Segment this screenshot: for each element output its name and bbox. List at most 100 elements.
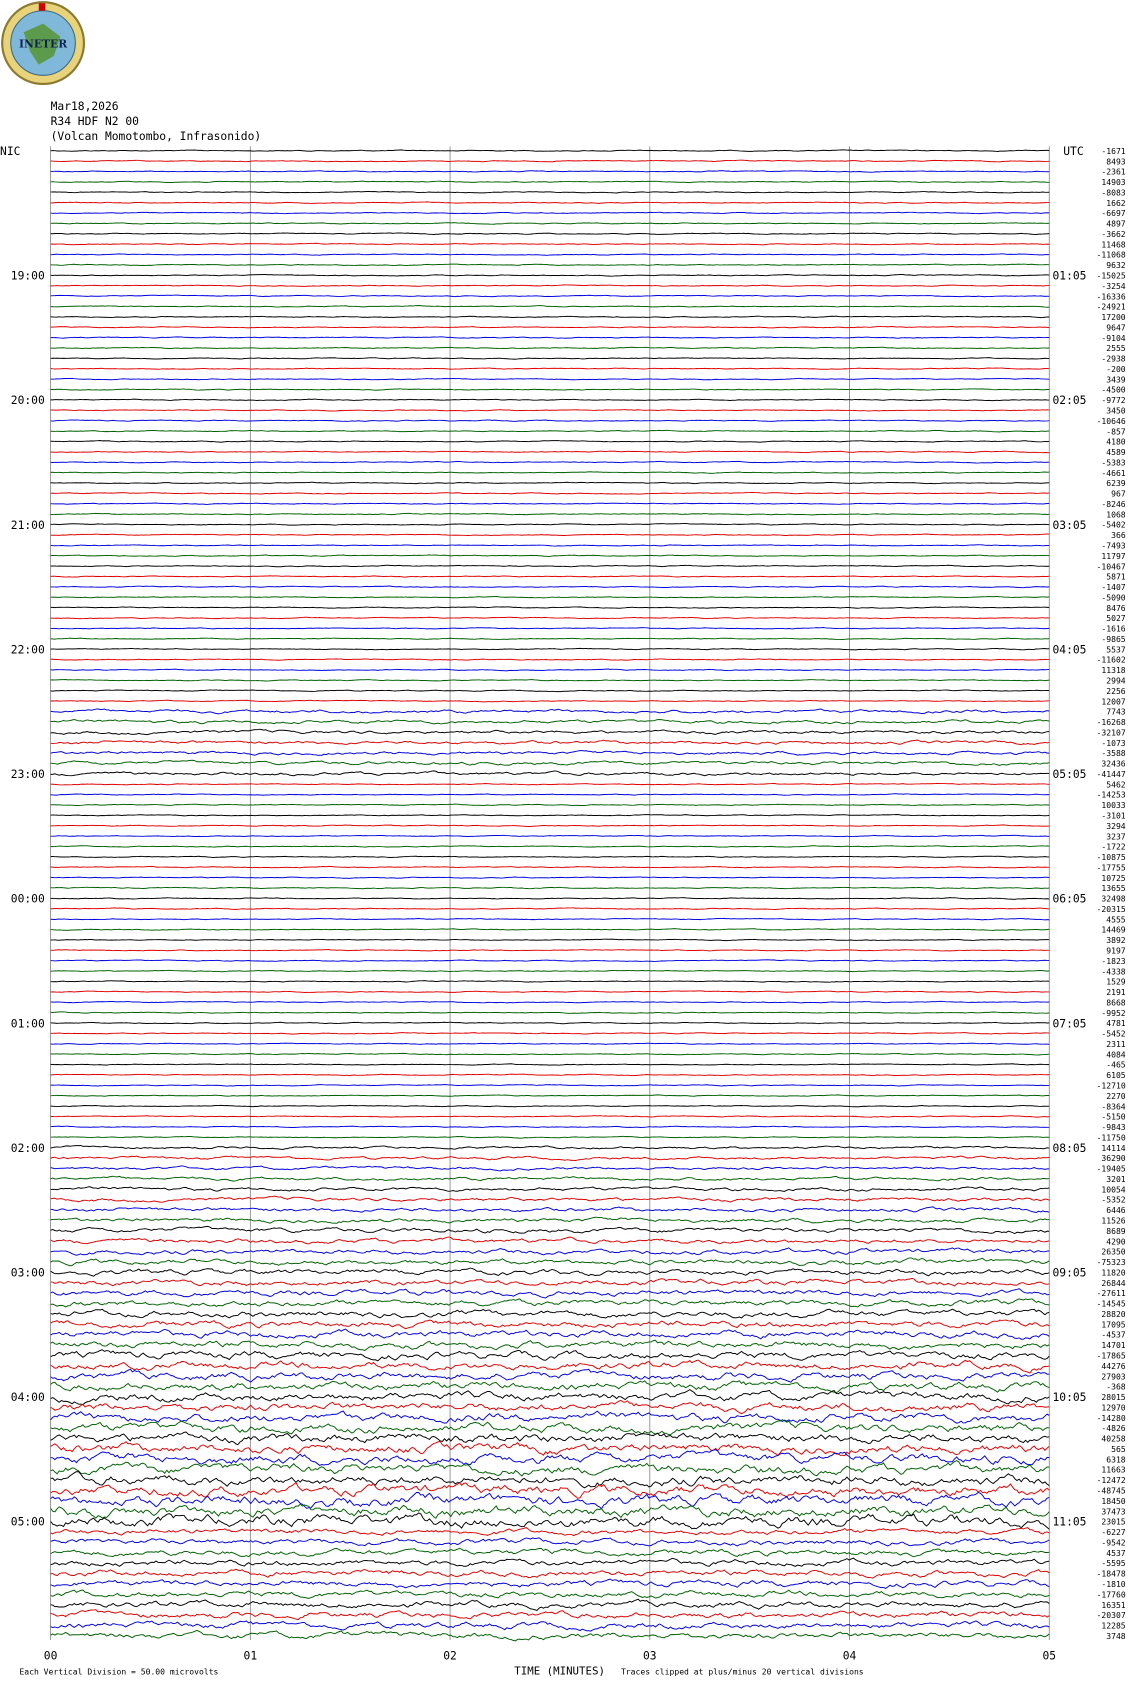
trace [50, 211, 1050, 215]
trace-label: 2994 [1106, 677, 1126, 686]
trace [50, 315, 1050, 319]
trace [50, 980, 1050, 983]
trace-label: 2256 [1106, 687, 1126, 696]
trace-label: 1529 [1106, 978, 1126, 987]
trace [50, 1471, 1050, 1489]
trace [50, 1481, 1050, 1499]
trace-label: 4897 [1106, 220, 1126, 229]
trace-label: 4084 [1106, 1050, 1126, 1059]
right-time: 06:05 [1052, 893, 1086, 906]
trace-label: 9197 [1106, 947, 1126, 956]
trace-label: 4180 [1106, 438, 1126, 447]
trace-label: 2191 [1106, 988, 1126, 997]
x-axis-title: TIME (MINUTES) [514, 1664, 605, 1677]
trace-label: -8364 [1101, 1102, 1125, 1111]
trace [50, 1568, 1050, 1579]
trace [50, 907, 1050, 911]
trace [50, 990, 1050, 993]
trace [50, 1440, 1050, 1457]
trace [50, 1144, 1050, 1150]
right-time: 05:05 [1052, 768, 1086, 781]
trace [50, 1328, 1050, 1340]
trace-label: -16268 [1097, 718, 1126, 727]
trace [50, 1419, 1050, 1436]
left-time: 22:00 [11, 643, 45, 656]
trace [50, 1216, 1050, 1224]
trace [50, 409, 1050, 412]
trace [50, 1620, 1050, 1632]
trace [50, 1319, 1050, 1330]
trace-label: 5537 [1106, 645, 1126, 654]
trace-label: -14253 [1097, 791, 1126, 800]
trace-label: 4555 [1106, 915, 1126, 924]
trace-label: 9647 [1106, 323, 1126, 332]
trace-label: 6105 [1106, 1071, 1126, 1080]
trace-label: -27611 [1097, 1289, 1126, 1298]
date: Mar18,2026 [51, 100, 119, 113]
trace [50, 1206, 1050, 1214]
trace-label: 3237 [1106, 832, 1126, 841]
trace [50, 1503, 1050, 1519]
trace-label: -19405 [1097, 1165, 1126, 1174]
trace-label: -16336 [1097, 292, 1126, 301]
trace [50, 1104, 1050, 1108]
trace-label: 11797 [1101, 552, 1125, 561]
trace-label: 23015 [1101, 1518, 1125, 1527]
trace [50, 699, 1050, 703]
left-time: 19:00 [11, 270, 45, 283]
trace-label: 18450 [1101, 1497, 1125, 1506]
trace-label: 36290 [1101, 1154, 1125, 1163]
left-time: 05:00 [11, 1516, 45, 1529]
trace [50, 803, 1050, 807]
trace-label: 37473 [1101, 1507, 1125, 1516]
trace [50, 523, 1050, 526]
trace [50, 770, 1050, 777]
location: (Volcan Momotombo, Infrasonido) [51, 130, 262, 143]
left-time: 04:00 [11, 1391, 45, 1404]
trace [50, 876, 1050, 879]
trace [50, 1195, 1050, 1203]
trace [50, 159, 1050, 163]
right-time: 09:05 [1052, 1267, 1086, 1280]
trace-label: 8476 [1106, 604, 1126, 613]
trace [50, 1359, 1050, 1374]
trace-label: -6697 [1101, 209, 1125, 218]
trace [50, 1399, 1050, 1415]
trace [50, 793, 1050, 796]
trace-label: 2311 [1106, 1040, 1126, 1049]
trace-label: 12970 [1101, 1403, 1125, 1412]
logo-map [23, 23, 61, 65]
left-time: 01:00 [11, 1017, 45, 1030]
trace-label: -3662 [1101, 230, 1125, 239]
trace-label: -9772 [1101, 396, 1125, 405]
x-tick-label: 05 [1042, 1649, 1056, 1662]
trace-label: 32498 [1101, 895, 1125, 904]
trace-label: -18478 [1097, 1570, 1126, 1579]
trace [50, 512, 1050, 516]
trace-label: 10725 [1101, 874, 1125, 883]
trace-label: 11468 [1101, 240, 1125, 249]
trace [50, 564, 1050, 568]
trace [50, 1288, 1050, 1299]
trace-label: 565 [1111, 1445, 1126, 1454]
trace [50, 419, 1050, 422]
trace [50, 1011, 1050, 1014]
trace-label: 3294 [1106, 822, 1126, 831]
trace [50, 647, 1050, 651]
trace [50, 1449, 1050, 1466]
trace-label: -24921 [1097, 303, 1126, 312]
trace [50, 679, 1050, 682]
trace [50, 595, 1050, 599]
trace [50, 1277, 1050, 1287]
trace [50, 1557, 1050, 1567]
trace [50, 928, 1050, 931]
right-time: 03:05 [1052, 519, 1086, 532]
trace [50, 1598, 1050, 1612]
x-tick-label: 02 [443, 1649, 457, 1662]
x-tick-label: 04 [843, 1649, 857, 1662]
trace [50, 739, 1050, 746]
trace-label: -4537 [1101, 1331, 1125, 1340]
x-tick-label: 00 [44, 1649, 58, 1662]
trace-label: -4338 [1101, 967, 1125, 976]
